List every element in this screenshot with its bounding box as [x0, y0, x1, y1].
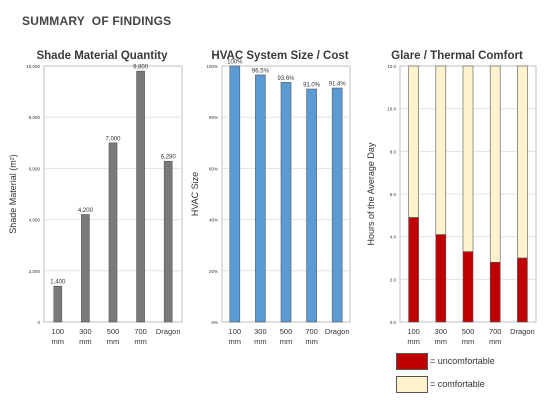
x-tick-label: 300: [254, 327, 267, 336]
x-tick-label: 300: [435, 327, 448, 336]
bar: [229, 65, 241, 323]
bar-uncomfortable: [462, 251, 474, 323]
x-tick-label: 500: [107, 327, 120, 336]
x-tick-label: mm: [107, 337, 120, 346]
x-tick-label: 700: [305, 327, 318, 336]
y-tick-label: 10.0: [387, 107, 396, 112]
y-tick-label: 2,000: [29, 269, 41, 274]
x-tick-label: mm: [305, 337, 318, 346]
bar: [81, 214, 90, 323]
x-tick-label: mm: [254, 337, 267, 346]
y-tick-label: 80%: [209, 115, 218, 120]
y-tick-label: 100%: [206, 64, 218, 69]
bar: [108, 142, 118, 323]
x-tick-label: Dragon: [156, 327, 181, 336]
chart-title-shade-material: Shade Material Quantity: [36, 50, 168, 62]
data-label: 93.6%: [277, 76, 295, 82]
y-tick-label: 0.0: [390, 320, 397, 325]
data-label: 4,200: [78, 208, 94, 214]
bar: [163, 160, 173, 323]
glare-comfort-chart: 0.0 2.0 4.0 6.0 8.0 10.0 12.0 Hours of the Aver…: [366, 64, 537, 346]
x-tick-label: mm: [489, 337, 502, 346]
y-axis-label: Hours of the Average Day: [366, 142, 376, 245]
x-tick-label: 500: [280, 327, 293, 336]
y-tick-label: 8,000: [29, 115, 41, 120]
page-title: SUMMARY OF FINDINGS: [22, 14, 172, 28]
legend-swatch-uncomfortable: [396, 353, 428, 370]
bar: [306, 88, 317, 323]
bar: [280, 82, 292, 323]
x-tick-label: mm: [79, 337, 92, 346]
x-tick-label: 500: [462, 327, 475, 336]
bar: [136, 70, 145, 323]
x-tick-label: mm: [52, 337, 65, 346]
bar-uncomfortable: [408, 217, 419, 323]
x-tick-label: mm: [280, 337, 293, 346]
x-tick-label: 700: [489, 327, 502, 336]
data-label: 91.4%: [329, 82, 347, 88]
data-label: 9,800: [133, 65, 149, 71]
data-label: 96.5%: [252, 68, 270, 74]
y-tick-label: 40%: [209, 218, 218, 223]
bar-comfortable: [408, 65, 419, 218]
y-tick-label: 4.0: [390, 235, 397, 240]
y-tick-label: 0%: [211, 320, 218, 325]
data-label: 1,400: [50, 280, 66, 286]
hvac-size-chart: 0%20%40%60%80%100%HVAC Size100%100mm96.5…: [190, 60, 351, 346]
y-tick-label: 6.0: [390, 192, 397, 197]
bar-uncomfortable: [517, 257, 528, 323]
x-tick-label: mm: [229, 337, 242, 346]
y-tick-label: 10,000: [26, 64, 40, 69]
bar: [53, 285, 63, 323]
y-tick-label: 8.0: [390, 149, 397, 154]
x-tick-label: mm: [462, 337, 475, 346]
bar: [331, 87, 343, 323]
y-axis-label: HVAC Size: [190, 172, 200, 216]
chart-title-glare-comfort: Glare / Thermal Comfort: [391, 50, 523, 62]
data-label: 100%: [227, 60, 243, 66]
y-tick-label: 6,000: [29, 166, 41, 171]
data-label: 91.0%: [303, 83, 321, 89]
y-tick-label: 60%: [209, 166, 218, 171]
y-tick-label: 20%: [209, 269, 218, 274]
legend-label-comfortable: = comfortable: [430, 379, 485, 389]
y-tick-label: 4,000: [29, 218, 41, 223]
x-tick-label: 100: [52, 327, 65, 336]
x-tick-label: 700: [134, 327, 147, 336]
legend-swatch-comfortable: [396, 376, 428, 393]
bar-comfortable: [517, 65, 528, 259]
y-axis-label: Shade Material (m²): [8, 154, 18, 234]
data-label: 6,280: [161, 155, 177, 161]
bar-comfortable: [435, 65, 447, 235]
x-tick-label: mm: [435, 337, 448, 346]
bar-comfortable: [462, 65, 474, 252]
x-tick-label: mm: [407, 337, 420, 346]
data-label: 7,000: [105, 136, 121, 142]
x-tick-label: 300: [79, 327, 92, 336]
bar-uncomfortable: [489, 261, 501, 323]
y-tick-label: 2.0: [390, 277, 397, 282]
x-tick-label: 100: [229, 327, 242, 336]
x-tick-label: 100: [407, 327, 420, 336]
y-tick-label: 0: [37, 320, 40, 325]
x-tick-label: Dragon: [510, 327, 535, 336]
x-tick-label: mm: [134, 337, 147, 346]
legend-label-uncomfortable: = uncomfortable: [430, 356, 495, 366]
shade-material-chart: 0 2,000 4,000 6,000 8,000 10,000 Shade Materia…: [8, 64, 183, 346]
bar-uncomfortable: [435, 234, 447, 323]
bar: [255, 74, 266, 323]
y-tick-label: 12.0: [387, 64, 396, 69]
bar-comfortable: [489, 65, 501, 263]
chart-title-hvac: HVAC System Size / Cost: [211, 50, 349, 62]
x-tick-label: Dragon: [325, 327, 350, 336]
